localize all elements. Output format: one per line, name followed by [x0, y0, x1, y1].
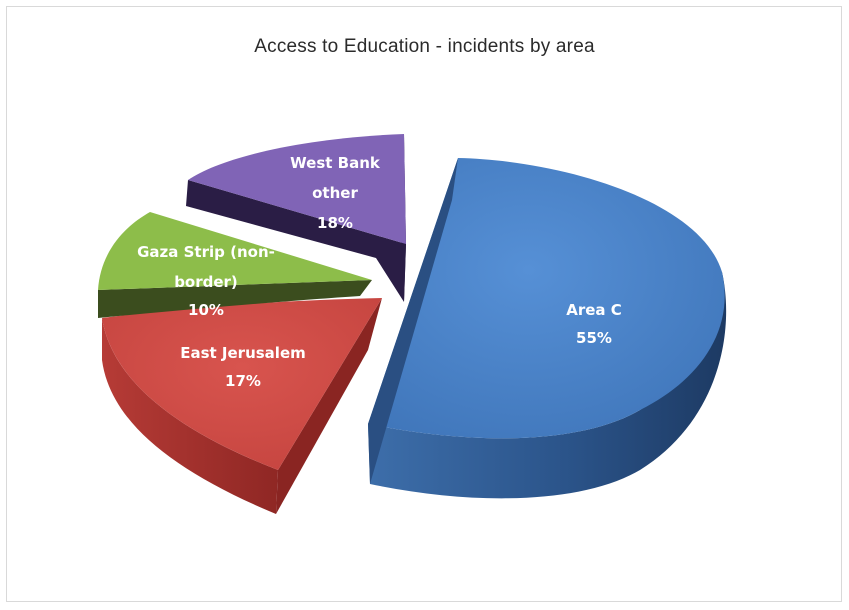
- slice-area-c-cut: [368, 158, 458, 484]
- label-west-bank-line1: West Bank: [290, 154, 381, 172]
- label-area-c: Area C: [566, 301, 622, 319]
- slice-area-c: [368, 158, 727, 499]
- slice-west-bank-top: [188, 134, 406, 244]
- slice-area-c-side: [368, 272, 727, 499]
- slice-east-jerusalem-cut: [276, 298, 382, 514]
- slice-west-bank: [186, 134, 406, 302]
- slice-gaza-strip-side: [98, 280, 372, 318]
- label-west-bank-line2: other: [312, 184, 358, 202]
- value-east-jerusalem: 17%: [225, 372, 261, 390]
- slice-gaza-strip-top: [98, 212, 372, 290]
- slice-west-bank-side: [186, 180, 406, 302]
- slice-gaza-strip: [98, 212, 372, 318]
- chart-title: Access to Education - incidents by area: [254, 36, 595, 57]
- slice-east-jerusalem-top: [102, 298, 382, 470]
- label-gaza-strip-line2: border): [174, 273, 238, 291]
- value-gaza-strip: 10%: [188, 301, 224, 319]
- slice-labels: Area C 55% East Jerusalem 17% Gaza Strip…: [137, 154, 622, 390]
- label-gaza-strip-line1: Gaza Strip (non-: [137, 243, 275, 261]
- slice-area-c-top: [368, 158, 725, 439]
- label-east-jerusalem: East Jerusalem: [180, 344, 306, 362]
- value-area-c: 55%: [576, 329, 612, 347]
- slice-east-jerusalem: [102, 298, 382, 514]
- slice-east-jerusalem-side: [102, 318, 278, 514]
- value-west-bank: 18%: [317, 214, 353, 232]
